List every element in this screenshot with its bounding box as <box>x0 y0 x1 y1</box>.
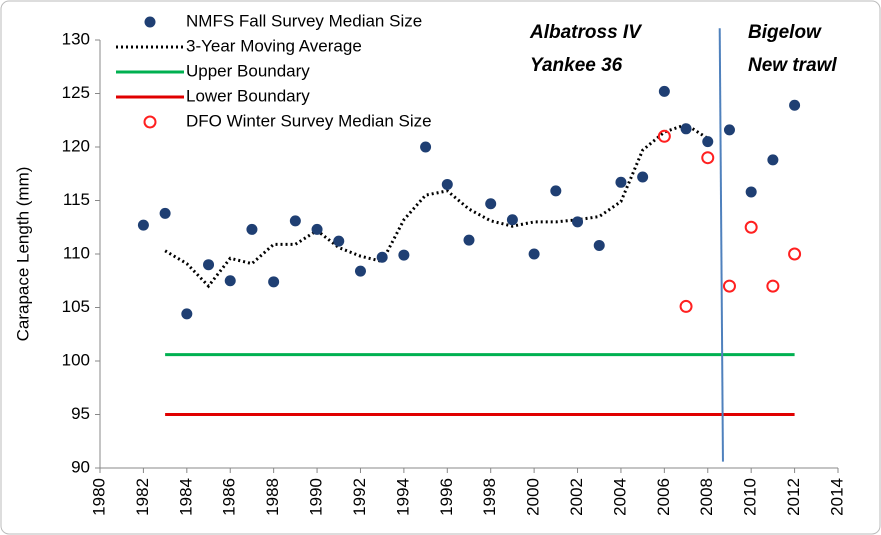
y-tick-label: 90 <box>71 457 90 476</box>
legend-swatch <box>144 16 156 28</box>
x-tick-label: 2008 <box>697 478 716 516</box>
point <box>637 171 649 183</box>
point <box>137 219 149 231</box>
point <box>767 154 779 166</box>
point <box>679 299 693 313</box>
point <box>745 186 757 198</box>
x-tick-label: 2002 <box>567 478 586 516</box>
x-tick-label: 2006 <box>654 478 673 516</box>
point <box>268 276 280 288</box>
x-tick-label: 2010 <box>741 478 760 516</box>
point <box>702 136 714 148</box>
point <box>701 151 715 165</box>
annotation: Albatross IV <box>529 22 642 43</box>
annotation: New trawl <box>748 55 837 76</box>
x-tick-label: 1998 <box>480 478 499 516</box>
legend-swatch <box>143 115 157 129</box>
point <box>354 265 366 277</box>
point <box>441 178 453 190</box>
point <box>615 176 627 188</box>
x-tick-label: 2000 <box>524 478 543 516</box>
y-tick-label: 120 <box>62 136 90 155</box>
x-tick-label: 1994 <box>393 478 412 516</box>
x-tick-label: 1982 <box>133 478 152 516</box>
point <box>744 220 758 234</box>
x-tick-label: 2014 <box>827 478 846 516</box>
x-tick-label: 1992 <box>350 478 369 516</box>
point <box>181 308 193 320</box>
point <box>246 223 258 235</box>
y-tick-label: 105 <box>62 297 90 316</box>
divider-line <box>718 28 724 462</box>
point <box>506 214 518 226</box>
annotation: Bigelow <box>748 22 822 43</box>
point <box>593 239 605 251</box>
annotation: Yankee 36 <box>530 55 623 76</box>
y-tick-label: 130 <box>62 29 90 48</box>
x-tick-label: 1986 <box>220 478 239 516</box>
y-axis-title: Carapace Length (mm) <box>13 167 32 342</box>
point <box>658 85 670 97</box>
point <box>550 185 562 197</box>
point <box>657 129 671 143</box>
x-tick-label: 1980 <box>89 478 108 516</box>
point <box>224 275 236 287</box>
point <box>723 124 735 136</box>
y-tick-label: 110 <box>63 243 90 262</box>
y-tick-label: 115 <box>63 190 90 209</box>
x-tick-label: 1984 <box>176 478 195 516</box>
x-tick-label: 1996 <box>437 478 456 516</box>
line <box>164 122 709 289</box>
point <box>203 259 215 271</box>
point <box>333 235 345 247</box>
y-tick-label: 125 <box>62 83 90 102</box>
legend-label: 3-Year Moving Average <box>186 36 362 55</box>
y-tick-label: 100 <box>62 350 90 369</box>
point <box>789 99 801 111</box>
legend-label: NMFS Fall Survey Median Size <box>186 11 422 30</box>
x-tick-label: 2012 <box>784 478 803 516</box>
legend-label: Lower Boundary <box>186 86 310 105</box>
point <box>463 234 475 246</box>
point <box>159 207 171 219</box>
legend-label: Upper Boundary <box>186 61 310 80</box>
point <box>311 223 323 235</box>
x-tick-label: 1990 <box>307 478 326 516</box>
point <box>722 279 736 293</box>
point <box>680 123 692 135</box>
point <box>420 141 432 153</box>
point <box>376 251 388 263</box>
point <box>398 249 410 261</box>
point <box>289 215 301 227</box>
point <box>766 279 780 293</box>
point <box>572 216 584 228</box>
point <box>528 248 540 260</box>
x-tick-label: 1988 <box>263 478 282 516</box>
legend-label: DFO Winter Survey Median Size <box>186 111 432 130</box>
x-tick-label: 2004 <box>610 478 629 516</box>
point <box>788 247 802 261</box>
point <box>485 198 497 210</box>
y-tick-label: 95 <box>71 404 90 423</box>
